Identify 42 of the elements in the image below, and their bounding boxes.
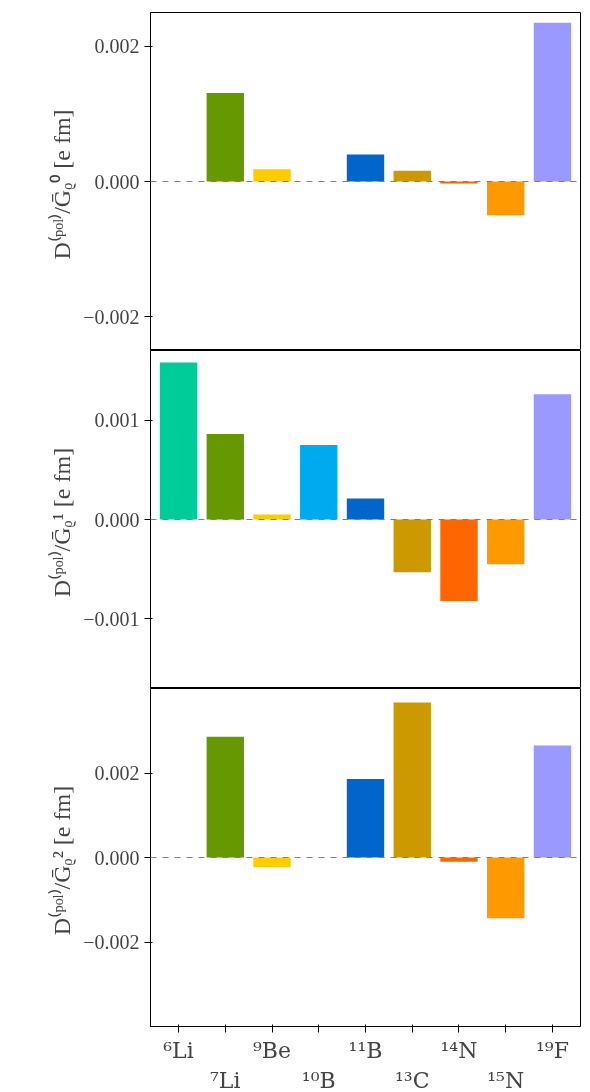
bar <box>159 362 198 520</box>
bar <box>253 169 291 182</box>
y-tick-label: 0.001 <box>94 409 140 432</box>
bar <box>346 498 385 520</box>
bar <box>487 519 525 565</box>
x-tick-label: ¹¹B <box>348 1037 383 1063</box>
y-axis-title: D⁽ᵖᵒˡ⁾/Ḡᵨ⁰ [e fm] <box>48 109 77 260</box>
bar <box>393 170 431 182</box>
y-tick-label: 0.002 <box>94 762 140 784</box>
bar <box>533 394 572 520</box>
x-tick-label: ¹³C <box>395 1067 430 1092</box>
bar <box>206 92 244 182</box>
bar <box>393 702 431 858</box>
bar <box>206 736 244 858</box>
y-tick-label: 0.000 <box>94 508 140 531</box>
bar <box>487 181 525 216</box>
bar <box>393 519 431 573</box>
x-tick-label: ¹⁴N <box>440 1037 478 1063</box>
bar <box>253 514 291 520</box>
y-tick-label: −0.002 <box>83 931 140 953</box>
y-axis-title: D⁽ᵖᵒˡ⁾/Ḡᵨ² [e fm] <box>48 785 77 936</box>
y-tick-label: 0.002 <box>94 35 140 58</box>
bar <box>533 22 572 182</box>
bar <box>346 778 385 858</box>
x-tick-label: ⁶Li <box>163 1037 194 1063</box>
x-tick-label: ¹⁹F <box>536 1037 569 1063</box>
y-tick-label: 0.000 <box>94 170 140 193</box>
bar <box>206 434 244 520</box>
x-tick-label: ⁷Li <box>210 1067 241 1092</box>
y-tick-label: 0.000 <box>94 846 140 869</box>
bar <box>346 154 385 182</box>
bar <box>487 857 525 919</box>
y-tick-label: −0.002 <box>83 305 140 328</box>
y-tick-label: −0.001 <box>83 607 140 630</box>
y-axis-title: D⁽ᵖᵒˡ⁾/Ḡᵨ¹ [e fm] <box>48 447 77 598</box>
x-tick-label: ¹⁵N <box>487 1067 525 1092</box>
bar <box>440 519 478 602</box>
x-tick-label: ⁹Be <box>253 1037 292 1063</box>
bar <box>300 444 338 520</box>
bar <box>253 857 291 868</box>
bar <box>533 745 572 858</box>
x-tick-label: ¹⁰B <box>301 1067 336 1092</box>
